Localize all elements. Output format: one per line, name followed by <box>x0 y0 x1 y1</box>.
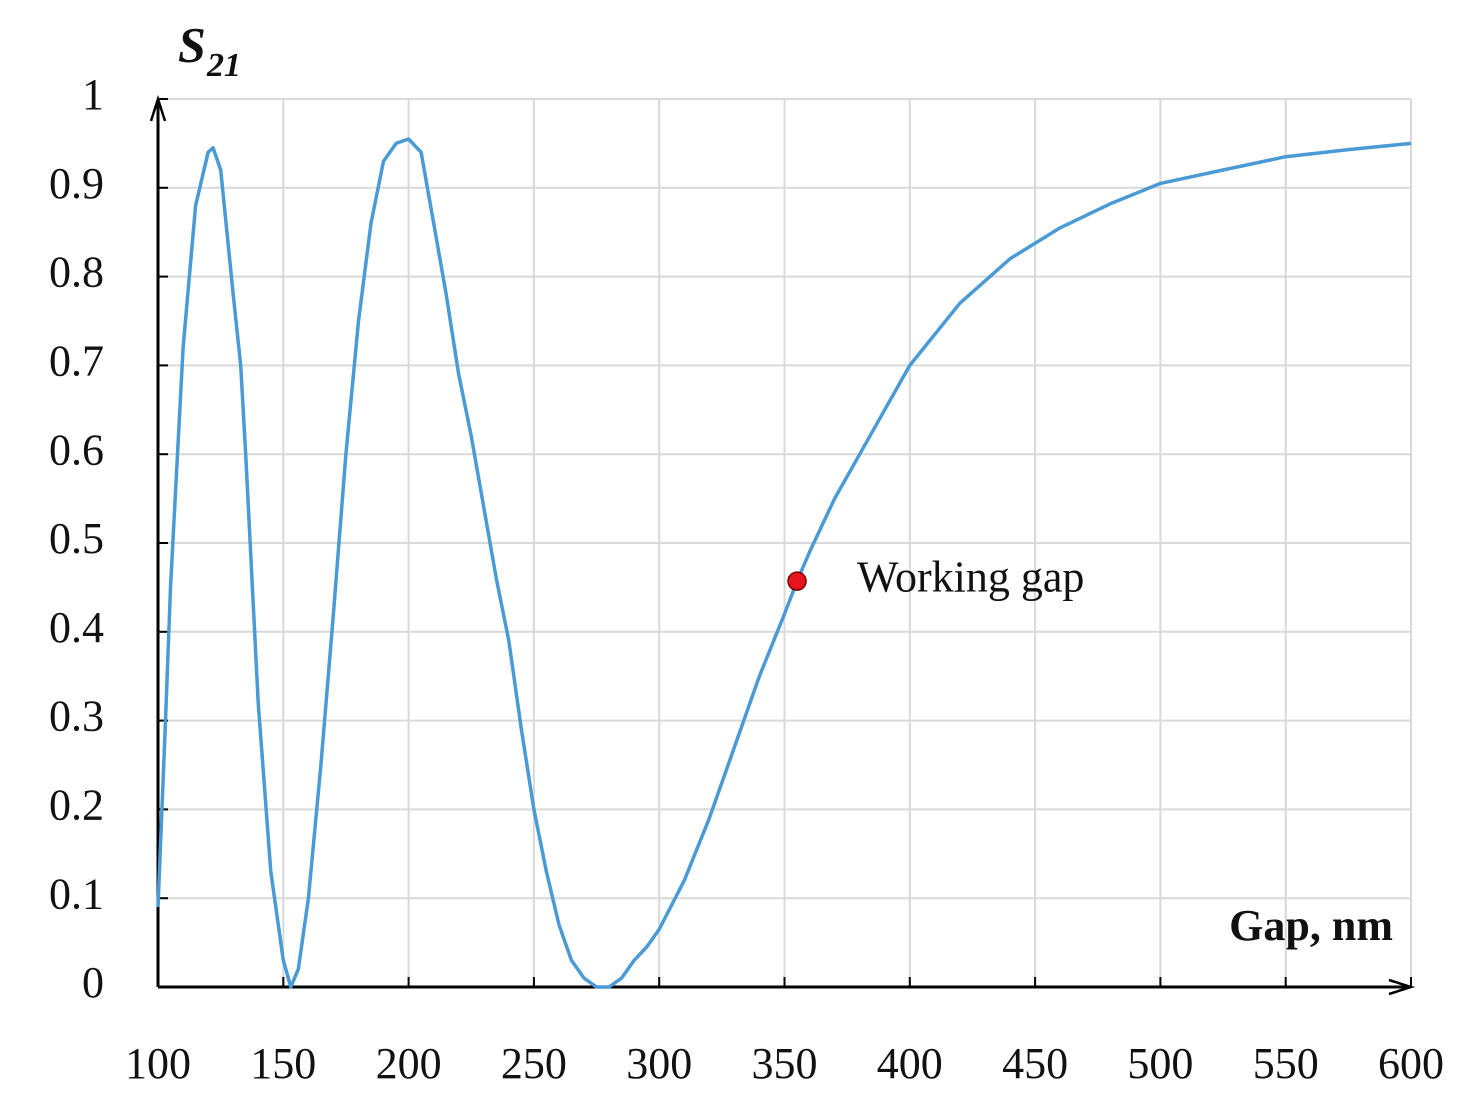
x-tick-label: 100 <box>125 1039 191 1088</box>
y-tick-label: 0.5 <box>49 514 104 563</box>
x-tick-label: 200 <box>376 1039 442 1088</box>
y-tick-label: 0.9 <box>49 159 104 208</box>
y-tick-label: 0.6 <box>49 425 104 474</box>
x-tick-label: 300 <box>626 1039 692 1088</box>
x-tick-label: 550 <box>1253 1039 1319 1088</box>
y-tick-label: 0.2 <box>49 780 104 829</box>
x-axis-arrow <box>1388 978 1416 996</box>
y-axis-label-subscript: 21 <box>206 47 241 84</box>
y-tick-label: 0.7 <box>49 336 104 385</box>
data-line <box>156 137 1412 989</box>
y-axis-arrow <box>149 94 167 122</box>
y-tick-label: 0 <box>82 958 104 1007</box>
y-tick-label: 1 <box>82 70 104 119</box>
y-tick-label: 0.1 <box>49 869 104 918</box>
annotation-point <box>787 571 807 591</box>
y-tick-label: 0.3 <box>49 692 104 741</box>
y-tick-label: 0.4 <box>49 603 104 652</box>
y-tick-label: 0.8 <box>49 248 104 297</box>
y-axis-label: S <box>178 16 206 72</box>
x-tick-label: 450 <box>1002 1039 1068 1088</box>
x-tick-label: 250 <box>501 1039 567 1088</box>
annotation-label: Working gap <box>857 552 1084 601</box>
x-tick-label: 150 <box>250 1039 316 1088</box>
x-tick-label: 350 <box>752 1039 818 1088</box>
x-tick-label: 500 <box>1127 1039 1193 1088</box>
x-tick-label: 400 <box>877 1039 943 1088</box>
x-tick-label: 600 <box>1378 1039 1444 1088</box>
x-axis-label: Gap, nm <box>1229 901 1393 950</box>
